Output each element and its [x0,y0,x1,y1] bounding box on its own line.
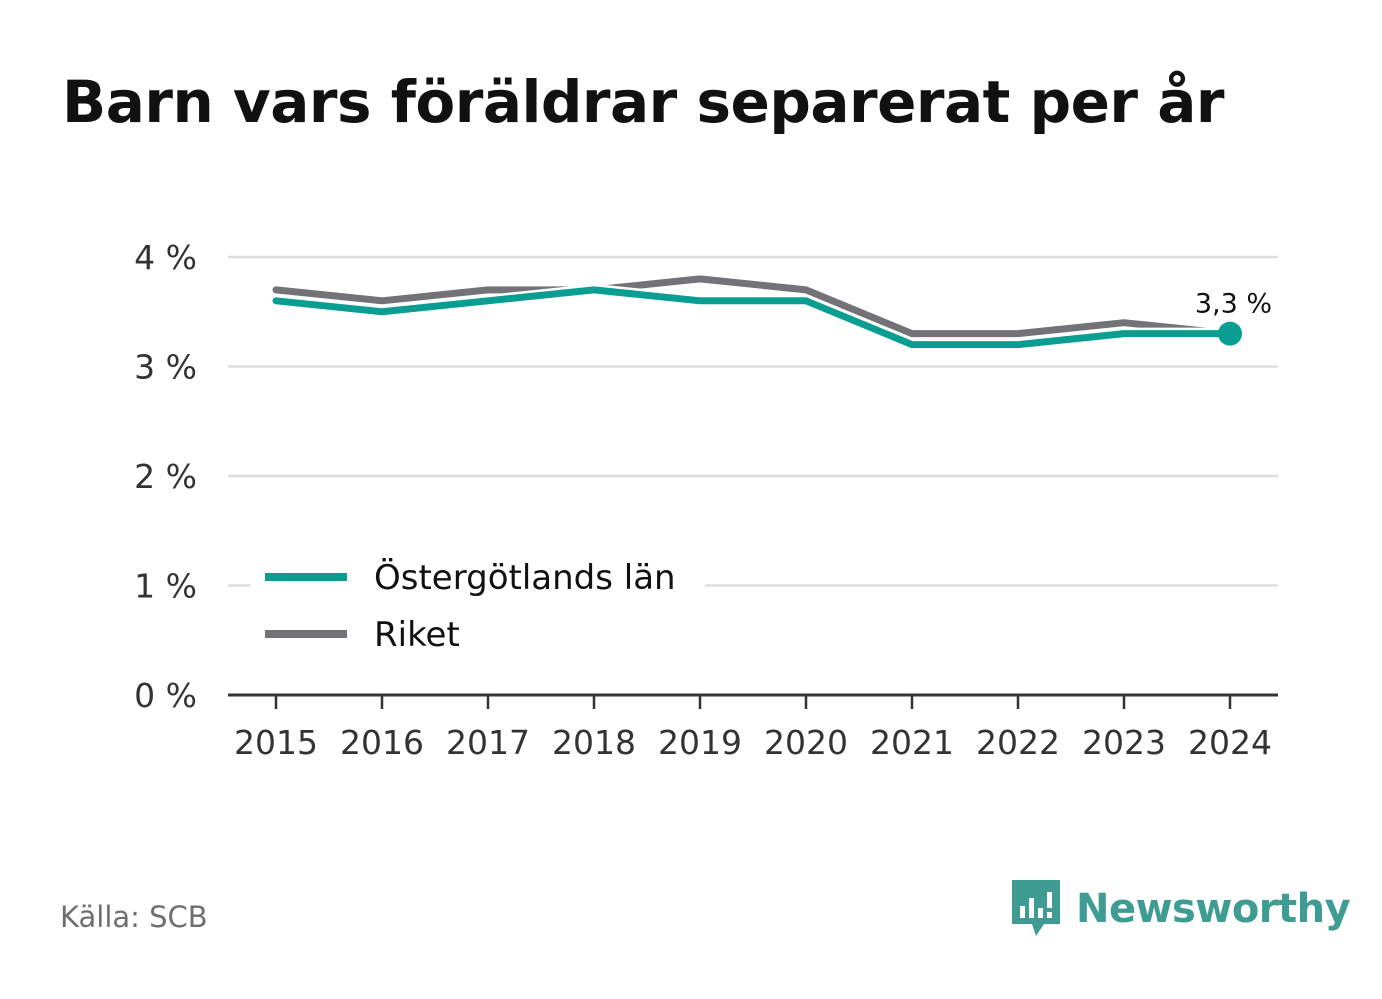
brand: Newsworthy [1010,878,1351,940]
brand-name: Newsworthy [1076,886,1351,932]
y-tick-label: 0 % [134,676,197,715]
x-tick-label: 2021 [870,723,954,762]
y-tick-label: 1 % [134,567,197,606]
end-annotation: 3,3 % [1195,289,1272,346]
y-axis-ticks: 0 % 1 % 2 % 3 % 4 % [134,238,197,715]
end-value-label: 3,3 % [1195,289,1272,320]
end-marker [1218,321,1242,346]
source-note: Källa: SCB [60,900,208,934]
y-tick-label: 2 % [134,457,197,496]
x-tick-label: 2016 [340,723,424,762]
newsworthy-logo-icon [1012,880,1060,936]
series-line [272,286,1234,349]
x-tick-label: 2022 [976,723,1060,762]
x-tick-label: 2024 [1188,723,1272,762]
x-tick-label: 2015 [234,723,318,762]
x-tick-label: 2018 [552,723,636,762]
x-tick-label: 2020 [764,723,848,762]
legend: Östergötlands län Riket [265,557,676,655]
legend-label: Riket [374,615,460,655]
series-line [272,275,1234,338]
x-axis: 2015 2016 2017 2018 2019 2020 2021 2022 2023 2024 [228,693,1278,762]
chart-title: Barn vars föräldrar separerat per år [62,68,1224,136]
legend-label: Östergötlands län [374,557,676,598]
x-tick-label: 2023 [1082,723,1166,762]
y-tick-label: 3 % [134,348,197,387]
legend-background [250,542,705,667]
x-tick-label: 2017 [446,723,530,762]
x-tick-label: 2019 [658,723,742,762]
series-lines [270,272,1236,351]
y-tick-label: 4 % [134,238,197,277]
